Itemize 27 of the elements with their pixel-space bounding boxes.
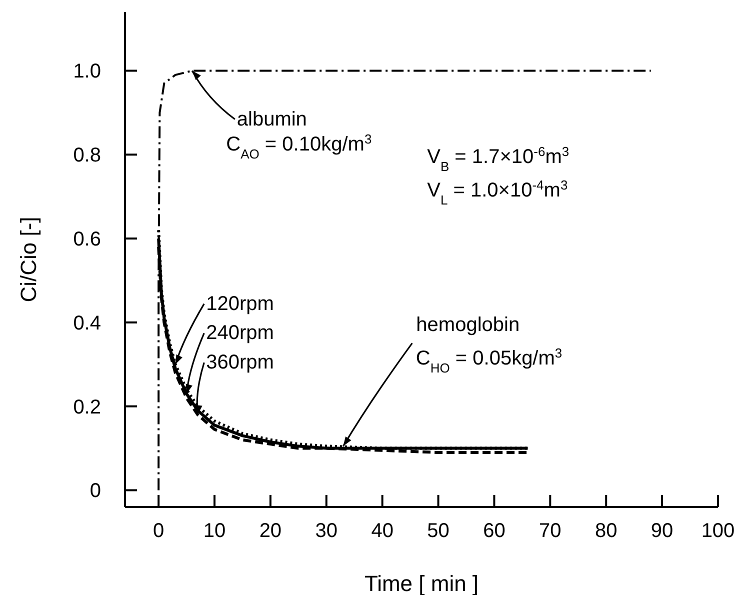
annotation: C$_{AO}$ = 0.10kg/m$^{3}$ <box>226 131 372 162</box>
x-tick-label: 90 <box>650 520 674 542</box>
x-tick-label: 70 <box>539 520 562 542</box>
x-tick-label: 30 <box>315 520 338 542</box>
x-tick-label: 60 <box>483 520 506 542</box>
x-tick-label: 50 <box>427 520 450 542</box>
x-tick-label: 40 <box>371 520 394 542</box>
y-tick-label: 0.4 <box>73 312 101 334</box>
series-label: 240rpm <box>206 322 274 344</box>
annotation: C$_{HO}$ = 0.05kg/m$^{3}$ <box>416 344 562 375</box>
annotation: hemoglobin <box>416 314 520 336</box>
y-tick-label: 1.0 <box>73 60 101 83</box>
y-axis-title: Ci/Cio [-] <box>16 216 41 302</box>
y-tick-label: 0 <box>90 480 101 502</box>
y-tick-label: 0.6 <box>73 228 101 251</box>
y-tick-label: 0.8 <box>73 144 101 167</box>
x-tick-label: 20 <box>259 520 282 542</box>
series-label: albumin <box>236 108 307 130</box>
text: 120rpm <box>206 292 274 315</box>
annotation: V$_{B}$ = 1.7×10$^{-6}$m$^{3}$ <box>427 144 570 174</box>
x-tick-label: 0 <box>153 520 164 542</box>
annotation: V$_{L}$ = 1.0×10$^{-4}$m$^{3}$ <box>427 177 568 208</box>
x-tick-label: 80 <box>594 520 618 542</box>
x-tick-label: 100 <box>701 520 735 542</box>
legend-label: 360rpm <box>206 352 274 374</box>
y-tick-label: 0.2 <box>73 396 101 418</box>
x-tick-label: 10 <box>203 520 226 542</box>
